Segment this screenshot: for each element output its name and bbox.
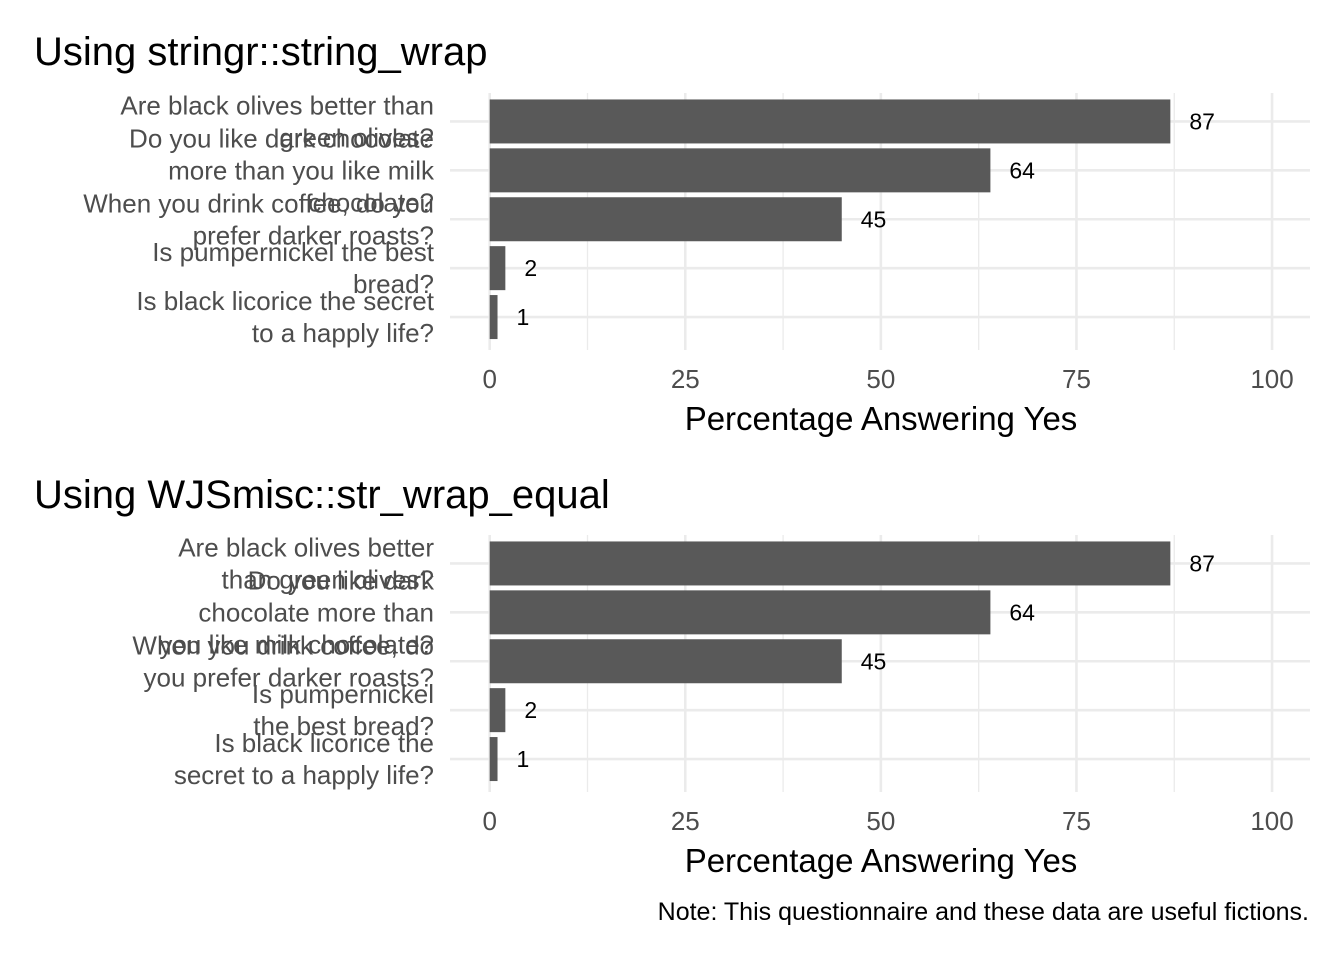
data-label: 2 <box>524 697 537 723</box>
category-label: Is black licorice the secret to a happly … <box>136 286 434 348</box>
data-label: 64 <box>1009 157 1035 183</box>
category-label: When you drink coffee, do you prefer dark… <box>132 630 434 692</box>
category-label: Is pumpernickel the best bread? <box>252 679 434 741</box>
category-label-line: chocolate? <box>308 187 434 217</box>
bar <box>489 148 991 193</box>
category-label-line: than green olives? <box>222 564 434 594</box>
x-axis-label: Percentage Answering Yes <box>685 842 1078 879</box>
data-label: 45 <box>861 648 887 674</box>
bar <box>489 99 1171 144</box>
bar <box>489 295 498 340</box>
bar <box>489 541 1171 586</box>
bar <box>489 246 506 291</box>
data-label: 2 <box>524 255 537 281</box>
category-label: Do you like dark chocolate more than you l… <box>159 565 435 659</box>
x-axis-label: Percentage Answering Yes <box>685 400 1078 437</box>
bar <box>489 639 842 684</box>
x-tick-label: 50 <box>866 364 895 394</box>
data-label: 1 <box>517 746 530 772</box>
x-tick-label: 0 <box>482 806 496 836</box>
category-label: Do you like dark chocolate more than you … <box>129 123 435 217</box>
category-label-line: green olives? <box>279 122 434 152</box>
category-label-line: When you drink coffee, do <box>132 630 434 660</box>
category-label-line: more than you like milk <box>168 155 435 185</box>
data-label: 87 <box>1189 108 1215 134</box>
x-tick-label: 50 <box>866 806 895 836</box>
caption-note: Note: This questionnaire and these data … <box>658 898 1309 926</box>
category-label-line: you like milk chocolate? <box>159 629 434 659</box>
data-label: 1 <box>517 304 530 330</box>
category-label: When you drink coffee, do you prefer dark… <box>83 188 434 250</box>
x-tick-label: 25 <box>671 806 700 836</box>
data-label: 45 <box>861 206 887 232</box>
category-label-line: Is black licorice the secret <box>136 286 434 316</box>
category-label-line: Are black olives better <box>178 532 434 562</box>
category-label-line: secret to a happly life? <box>174 760 434 790</box>
x-tick-label: 100 <box>1250 806 1293 836</box>
category-label-line: the best bread? <box>253 711 434 741</box>
category-label-line: Is pumpernickel <box>252 679 434 709</box>
category-label-line: Is black licorice the <box>214 728 434 758</box>
category-label: Is black licorice the secret to a happly … <box>174 728 434 790</box>
bar <box>489 197 842 242</box>
x-tick-label: 75 <box>1062 806 1091 836</box>
data-label: 64 <box>1009 599 1035 625</box>
data-label: 87 <box>1189 550 1215 576</box>
category-label-line: Do you like dark chocolate <box>129 123 434 153</box>
category-label-line: prefer darker roasts? <box>193 220 434 250</box>
x-tick-label: 0 <box>482 364 496 394</box>
chart-title: Using WJSmisc::str_wrap_equal <box>34 473 610 517</box>
category-label-line: chocolate more than <box>198 597 434 627</box>
x-tick-label: 25 <box>671 364 700 394</box>
bar <box>489 737 498 782</box>
x-tick-label: 100 <box>1250 364 1293 394</box>
category-label-line: When you drink coffee, do you <box>83 188 434 218</box>
category-label: Are black olives better than green olives… <box>120 90 434 152</box>
category-label-line: Are black olives better than <box>120 90 434 120</box>
x-tick-label: 75 <box>1062 364 1091 394</box>
category-label: Are black olives better than green olives… <box>178 532 434 594</box>
bar <box>489 590 991 635</box>
category-label-line: Do you like dark <box>248 565 435 595</box>
bar <box>489 688 506 733</box>
category-label-line: to a happly life? <box>252 318 434 348</box>
category-label-line: Is pumpernickel the best <box>152 237 435 267</box>
chart-title: Using stringr::string_wrap <box>34 30 488 74</box>
category-label-line: bread? <box>353 269 434 299</box>
category-label-line: you prefer darker roasts? <box>144 662 434 692</box>
category-label: Is pumpernickel the best bread? <box>152 237 435 299</box>
